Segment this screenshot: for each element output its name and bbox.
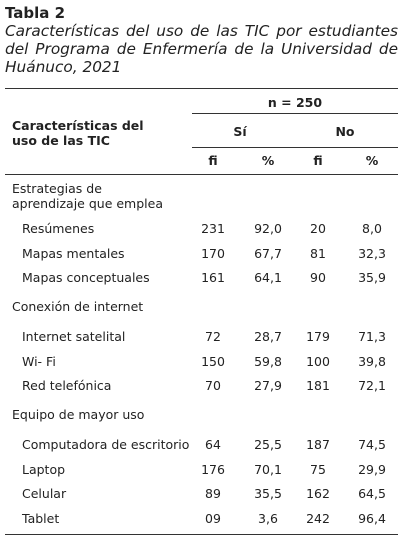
column-header: % — [365, 153, 379, 168]
cell: 187 — [306, 437, 330, 452]
cell: 231 — [201, 221, 225, 236]
table-title: Características del uso de las TIC por e… — [5, 22, 398, 76]
section-label: Conexión de internet — [12, 299, 144, 314]
section-label: Equipo de mayor uso — [12, 407, 145, 422]
cell: 72,1 — [358, 378, 386, 393]
column-header: fi — [208, 153, 218, 168]
cell: 67,7 — [254, 245, 282, 261]
cell: 100 — [306, 353, 330, 369]
column-header: fi — [313, 153, 323, 168]
row-label: Internet satelital — [22, 329, 126, 344]
group-header: No — [335, 124, 355, 139]
cell: 09 — [205, 510, 221, 526]
cell: 64 — [205, 437, 221, 452]
cell: 8,0 — [362, 221, 382, 236]
cell: 170 — [201, 245, 225, 261]
cell: 28,7 — [254, 329, 282, 344]
cell: 81 — [310, 245, 326, 261]
cell: 35,5 — [254, 486, 282, 501]
cell: 27,9 — [254, 378, 282, 393]
bottom-rule — [5, 534, 398, 535]
cell: 32,3 — [358, 245, 386, 261]
cell: 25,5 — [254, 437, 282, 452]
cell: 92,0 — [254, 221, 282, 236]
cell: 176 — [201, 461, 225, 477]
row-label: Laptop — [22, 461, 66, 477]
cell: 35,9 — [358, 270, 386, 285]
cell: 89 — [205, 486, 221, 501]
cell: 179 — [306, 329, 330, 344]
cell: 59,8 — [254, 353, 282, 369]
cell: 20 — [310, 221, 326, 236]
table-label: Tabla 2 — [5, 4, 66, 22]
row-header: Características del uso de las TIC — [12, 118, 144, 148]
section-label: Estrategias de aprendizaje que emplea — [12, 181, 163, 211]
row-label: Mapas conceptuales — [22, 270, 150, 285]
n-label: n = 250 — [267, 95, 323, 110]
row-label: Celular — [22, 486, 67, 501]
cell: 150 — [201, 353, 225, 369]
cell: 70 — [205, 378, 221, 393]
cell: 181 — [306, 378, 330, 393]
cell: 96,4 — [358, 510, 386, 526]
row-label: Wi- Fi — [22, 353, 56, 369]
group-header: Sí — [233, 124, 247, 139]
row-label: Tablet — [22, 510, 60, 526]
cell: 161 — [201, 270, 225, 285]
cell: 71,3 — [358, 329, 386, 344]
cell: 90 — [310, 270, 326, 285]
cell: 72 — [205, 329, 221, 344]
column-header: % — [261, 153, 275, 168]
cell: 29,9 — [358, 461, 386, 477]
n-rule — [192, 113, 398, 114]
group-rule — [192, 147, 398, 148]
cell: 64,1 — [254, 270, 282, 285]
row-label: Red telefónica — [22, 378, 112, 393]
cell: 242 — [306, 510, 330, 526]
row-label: Computadora de escritorio — [22, 437, 190, 452]
cell: 162 — [306, 486, 330, 501]
header-rule — [5, 174, 398, 175]
top-rule — [5, 88, 398, 89]
cell: 75 — [310, 461, 326, 477]
cell: 39,8 — [358, 353, 386, 369]
row-label: Resúmenes — [22, 221, 95, 236]
row-label: Mapas mentales — [22, 245, 125, 261]
cell: 74,5 — [358, 437, 386, 452]
cell: 64,5 — [358, 486, 386, 501]
cell: 70,1 — [254, 461, 282, 477]
cell: 3,6 — [258, 510, 278, 526]
